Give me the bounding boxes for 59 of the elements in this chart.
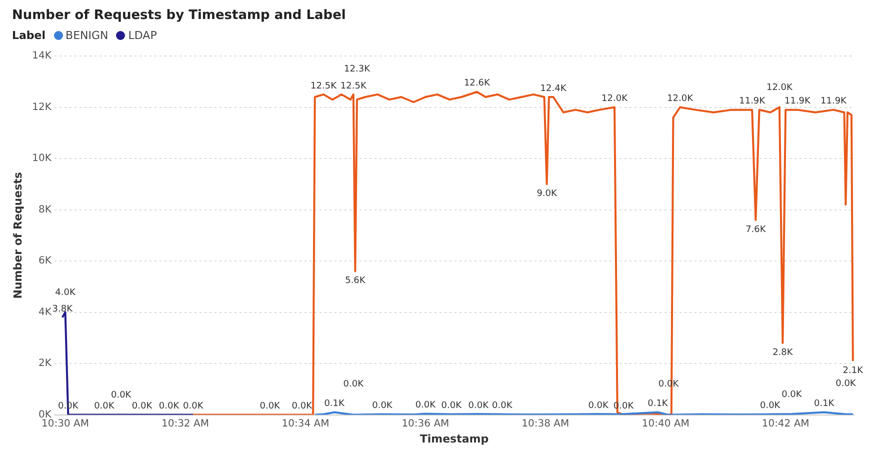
data-label: 0.0K: [588, 400, 610, 411]
data-label: 0.0K: [343, 380, 365, 390]
x-tick-label: 10:30 AM: [42, 418, 90, 430]
y-axis-title: Number of Requests: [11, 172, 24, 299]
data-label: 0.0K: [183, 402, 204, 412]
data-label: 0.0K: [260, 402, 282, 412]
data-label: 0.0K: [111, 390, 132, 401]
y-tick-label: 14K: [32, 50, 52, 62]
data-label: 0.0K: [492, 401, 514, 412]
y-tick-label: 12K: [32, 102, 52, 113]
y-tick-label: 2K: [38, 358, 52, 370]
data-label: 0.1K: [324, 399, 346, 410]
x-tick-label: 10:34 AM: [282, 418, 330, 430]
data-label: 0.0K: [441, 401, 463, 412]
data-label: 12.0K: [766, 83, 794, 94]
data-label: 0.0K: [94, 402, 116, 412]
data-label: 0.0K: [132, 402, 154, 412]
data-label: 4.0K: [55, 288, 76, 298]
legend-title: Label: [12, 29, 46, 42]
data-label: 0.1K: [648, 399, 669, 410]
legend-label: BENIGN: [66, 29, 108, 42]
data-label: 12.6K: [464, 78, 491, 89]
x-axis-title: Timestamp: [420, 432, 489, 446]
x-tick-label: 10:32 AM: [161, 418, 209, 430]
y-tick-label: 6K: [38, 256, 52, 267]
data-label: 12.5K: [340, 81, 368, 92]
chart-title: Number of Requests by Timestamp and Label: [12, 8, 347, 23]
x-tick-label: 10:40 AM: [642, 418, 690, 430]
data-label: 3.8K: [52, 304, 74, 314]
data-label: 0.0K: [836, 379, 857, 390]
x-tick-label: 10:38 AM: [522, 418, 570, 430]
data-label: 12.0K: [602, 94, 629, 104]
y-tick-label: 4K: [38, 306, 52, 318]
data-label: 11.9K: [784, 96, 812, 107]
y-tick-label: 0K: [38, 409, 52, 420]
data-label: 0.0K: [292, 402, 314, 412]
x-tick-label: 10:36 AM: [402, 418, 450, 430]
data-label: 0.0K: [760, 401, 782, 412]
data-label: 9.0K: [536, 188, 558, 199]
data-label: 11.9K: [820, 96, 848, 107]
y-tick-label: 8K: [38, 204, 52, 216]
data-label: 12.3K: [344, 64, 372, 74]
data-label: 12.5K: [310, 81, 338, 92]
legend-label: LDAP: [128, 29, 157, 42]
data-label: 5.6K: [345, 276, 366, 286]
data-label: 0.0K: [158, 402, 180, 412]
data-label: 2.8K: [772, 348, 794, 358]
data-label: 7.6K: [746, 224, 767, 235]
data-label: 0.1K: [814, 399, 836, 410]
x-tick-label: 10:42 AM: [762, 418, 810, 430]
data-label: 0.0K: [372, 401, 394, 412]
data-label: 0.0K: [782, 390, 803, 400]
data-label: 11.9K: [739, 96, 766, 107]
data-label: 0.0K: [415, 400, 437, 411]
y-tick-label: 10K: [32, 153, 52, 164]
data-label: 0.0K: [468, 400, 490, 411]
data-label: 12.0K: [667, 94, 694, 104]
data-label: 2.1K: [842, 366, 864, 376]
data-label: 12.4K: [540, 84, 568, 94]
